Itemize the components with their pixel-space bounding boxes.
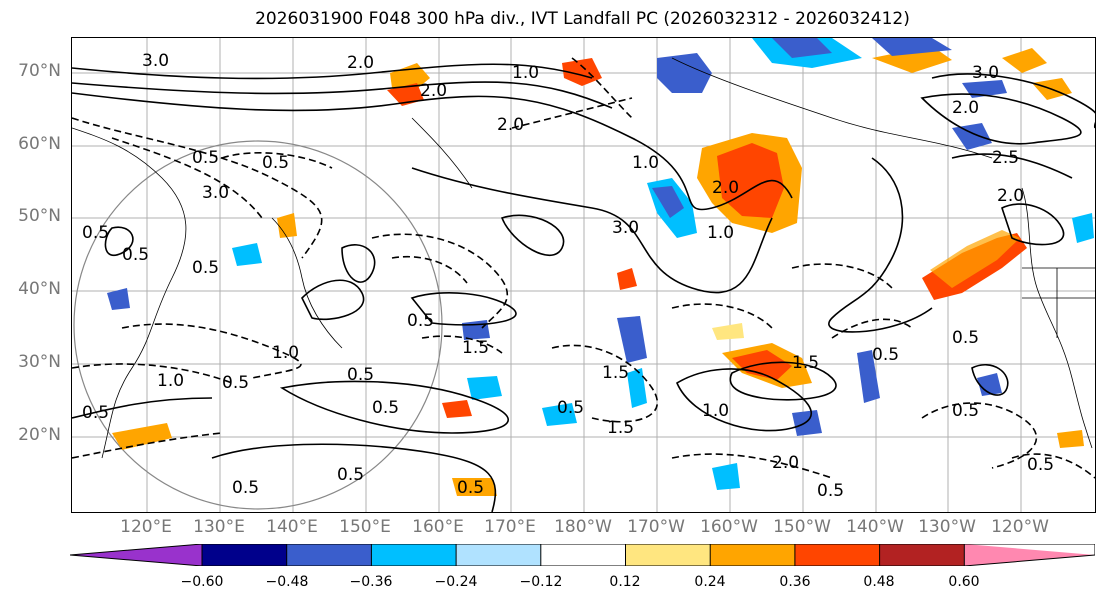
lat-label: 70°N: [18, 61, 61, 81]
lon-label: 150°E: [339, 517, 391, 537]
contour-label: 2.0: [420, 81, 447, 101]
dashed-contours: [72, 57, 1095, 479]
colorbar-bin: [879, 544, 965, 566]
range-ring-icon: [73, 140, 443, 510]
contour-label: 0.5: [557, 398, 584, 418]
lon-label: 180°W: [554, 517, 612, 537]
contour-label: 2.0: [347, 53, 374, 73]
colorbar-tick-label: −0.36: [349, 574, 393, 590]
negative-divergence-shading: [107, 38, 1094, 490]
lon-label: 160°W: [700, 517, 758, 537]
coastlines: [72, 57, 1095, 459]
colorbar-bin: [540, 544, 626, 566]
lon-label: 130°E: [193, 517, 245, 537]
colorbar-extend-high: [964, 544, 1095, 566]
contour-label: 0.5: [457, 478, 484, 498]
contour-label: 1.5: [792, 353, 819, 373]
contour-label: 0.5: [232, 478, 259, 498]
contour-label: 3.0: [142, 51, 169, 71]
colorbar-bin: [710, 544, 795, 566]
colorbar-bin: [625, 544, 711, 566]
world-map-icon: 3.0 2.0 1.0 0.5 2.0 2.0 3.0 3.0 2.0 1.0 …: [72, 38, 1095, 512]
lon-label: 170°E: [484, 517, 536, 537]
contour-label: 0.5: [407, 311, 434, 331]
contour-label: 3.0: [612, 218, 639, 238]
contour-label: 0.5: [872, 345, 899, 365]
contour-label: 3.0: [972, 63, 999, 83]
contour-label: 1.0: [632, 153, 659, 173]
contour-label: 0.5: [952, 328, 979, 348]
contour-label: 1.5: [462, 338, 489, 358]
contour-label: 0.5: [192, 148, 219, 168]
lon-label: 160°E: [412, 517, 464, 537]
lon-label: 120°E: [120, 517, 172, 537]
contour-label: 0.5: [82, 223, 109, 243]
contour-label: 2.0: [497, 115, 524, 135]
contour-label: 0.5: [817, 481, 844, 501]
lon-label: 170°W: [627, 517, 685, 537]
contour-label: 0.5: [347, 365, 374, 385]
colorbar-tick-label: 0.24: [694, 574, 726, 590]
colorbar-tick-label: −0.24: [434, 574, 478, 590]
contour-label: 1.0: [157, 371, 184, 391]
colorbar-extend-low: [70, 544, 202, 566]
contour-label: 1.0: [707, 223, 734, 243]
map-panel[interactable]: 3.0 2.0 1.0 0.5 2.0 2.0 3.0 3.0 2.0 1.0 …: [71, 37, 1096, 513]
lat-label: 50°N: [18, 206, 61, 226]
colorbar-tick-label: 0.60: [948, 574, 980, 590]
contour-label: 0.5: [122, 245, 149, 265]
colorbar-bin: [202, 544, 287, 566]
contour-label: 1.0: [702, 401, 729, 421]
contour-label: 2.0: [952, 98, 979, 118]
colorbar-tick-label: 0.36: [779, 574, 811, 590]
contour-label: 2.0: [712, 178, 739, 198]
contour-label: 2.0: [997, 186, 1024, 206]
contour-label: 0.5: [337, 465, 364, 485]
lon-label: 120°W: [991, 517, 1049, 537]
colorbar: [69, 543, 1096, 567]
lat-label: 60°N: [18, 134, 61, 154]
positive-divergence-shading: [112, 46, 1084, 496]
contour-label: 1.0: [272, 343, 299, 363]
colorbar-tick-label: 0.48: [863, 574, 895, 590]
lon-label: 130°W: [918, 517, 976, 537]
contour-label: 1.5: [602, 363, 629, 383]
lat-label: 40°N: [18, 279, 61, 299]
contour-label: 0.5: [1027, 455, 1054, 475]
colorbar-tick-label: −0.12: [519, 574, 563, 590]
colorbar-bin: [286, 544, 372, 566]
contour-label: 0.5: [82, 403, 109, 423]
solid-contours: [72, 63, 1095, 512]
contour-label: 2.0: [772, 453, 799, 473]
colorbar-tick-label: −0.48: [265, 574, 309, 590]
lon-label: 140°W: [846, 517, 904, 537]
colorbar-tick-label: 0.12: [609, 574, 641, 590]
contour-label: 0.5: [192, 258, 219, 278]
lat-label: 30°N: [18, 352, 61, 372]
colorbar-graphic: [69, 543, 1096, 567]
contour-label: 0.5: [222, 373, 249, 393]
lon-label: 140°E: [266, 517, 318, 537]
colorbar-bin: [794, 544, 880, 566]
contour-label: 3.0: [202, 183, 229, 203]
colorbar-bin: [456, 544, 541, 566]
lon-label: 150°W: [773, 517, 831, 537]
contour-label: 2.5: [992, 148, 1019, 168]
contour-label: 0.5: [372, 398, 399, 418]
contour-labels: 3.0 2.0 1.0 0.5 2.0 2.0 3.0 3.0 2.0 1.0 …: [82, 51, 1054, 501]
colorbar-tick-label: −0.60: [180, 574, 224, 590]
contour-label: 0.5: [262, 153, 289, 173]
contour-label: 0.5: [952, 401, 979, 421]
map-title: 2026031900 F048 300 hPa div., IVT Landfa…: [255, 9, 910, 29]
lat-label: 20°N: [18, 425, 61, 445]
contour-label: 1.0: [512, 63, 539, 83]
contour-label: 1.5: [607, 418, 634, 438]
colorbar-bin: [371, 544, 457, 566]
